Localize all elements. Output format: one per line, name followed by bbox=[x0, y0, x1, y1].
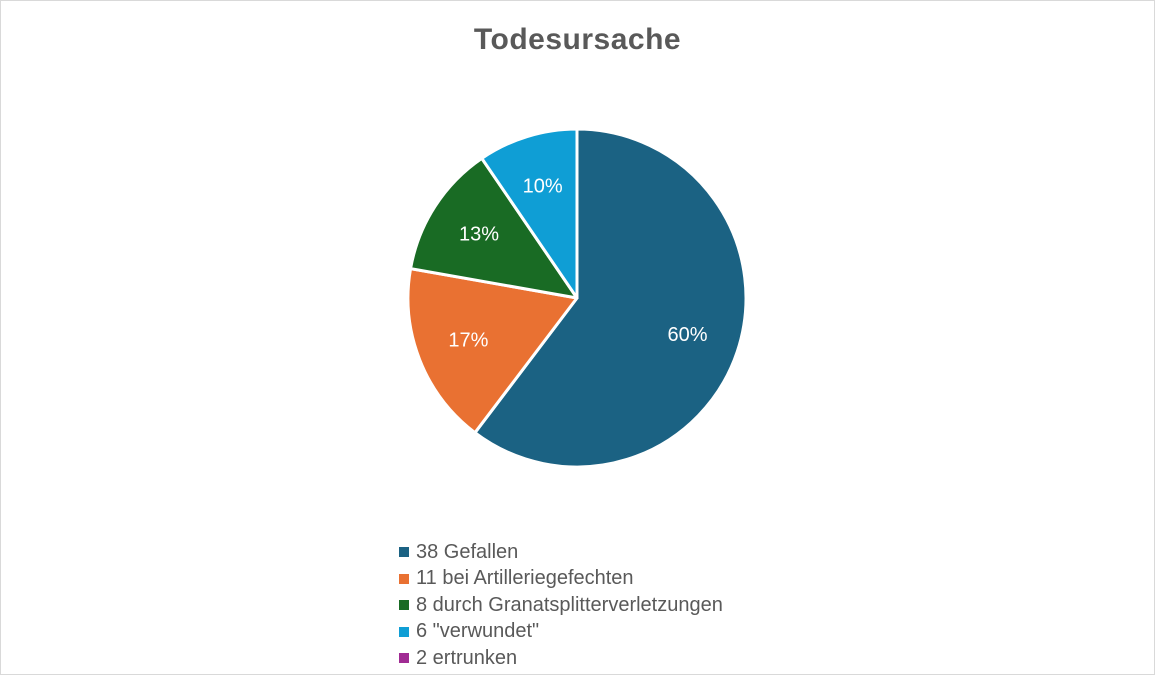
legend-swatch-3 bbox=[399, 600, 409, 611]
pie-slice-2 bbox=[406, 267, 579, 435]
chart-title: Todesursache bbox=[473, 23, 682, 56]
pie-slice-1 bbox=[473, 127, 748, 469]
legend-label-3: 8 durch Granatsplitterverletzungen bbox=[416, 593, 723, 616]
legend-label-4: 6 "verwundet" bbox=[416, 620, 540, 643]
legend-item-5: 2 ertrunken bbox=[399, 645, 723, 672]
legend-swatch-5 bbox=[399, 653, 409, 664]
pie-slice-4 bbox=[480, 127, 579, 300]
legend-item-3: 8 durch Granatsplitterverletzungen bbox=[399, 592, 723, 619]
pie-slice-3 bbox=[409, 156, 579, 300]
legend-label-2: 11 bei Artilleriegefechten bbox=[416, 567, 634, 590]
legend-swatch-2 bbox=[399, 573, 409, 584]
chart-legend: 38 Gefallen 11 bei Artilleriegefechten 8 d… bbox=[399, 539, 723, 672]
data-label-1: 60% bbox=[668, 324, 708, 346]
data-label-3: 13% bbox=[459, 224, 499, 246]
legend-swatch-1 bbox=[399, 547, 409, 558]
data-label-2: 17% bbox=[448, 330, 488, 352]
legend-swatch-4 bbox=[399, 626, 409, 637]
legend-label-1: 38 Gefallen bbox=[416, 540, 519, 563]
legend-item-2: 11 bei Artilleriegefechten bbox=[399, 566, 723, 593]
data-label-4: 10% bbox=[523, 176, 563, 198]
legend-item-4: 6 "verwundet" bbox=[399, 619, 723, 646]
legend-item-1: 38 Gefallen bbox=[399, 539, 723, 566]
legend-label-5: 2 ertrunken bbox=[416, 646, 518, 669]
